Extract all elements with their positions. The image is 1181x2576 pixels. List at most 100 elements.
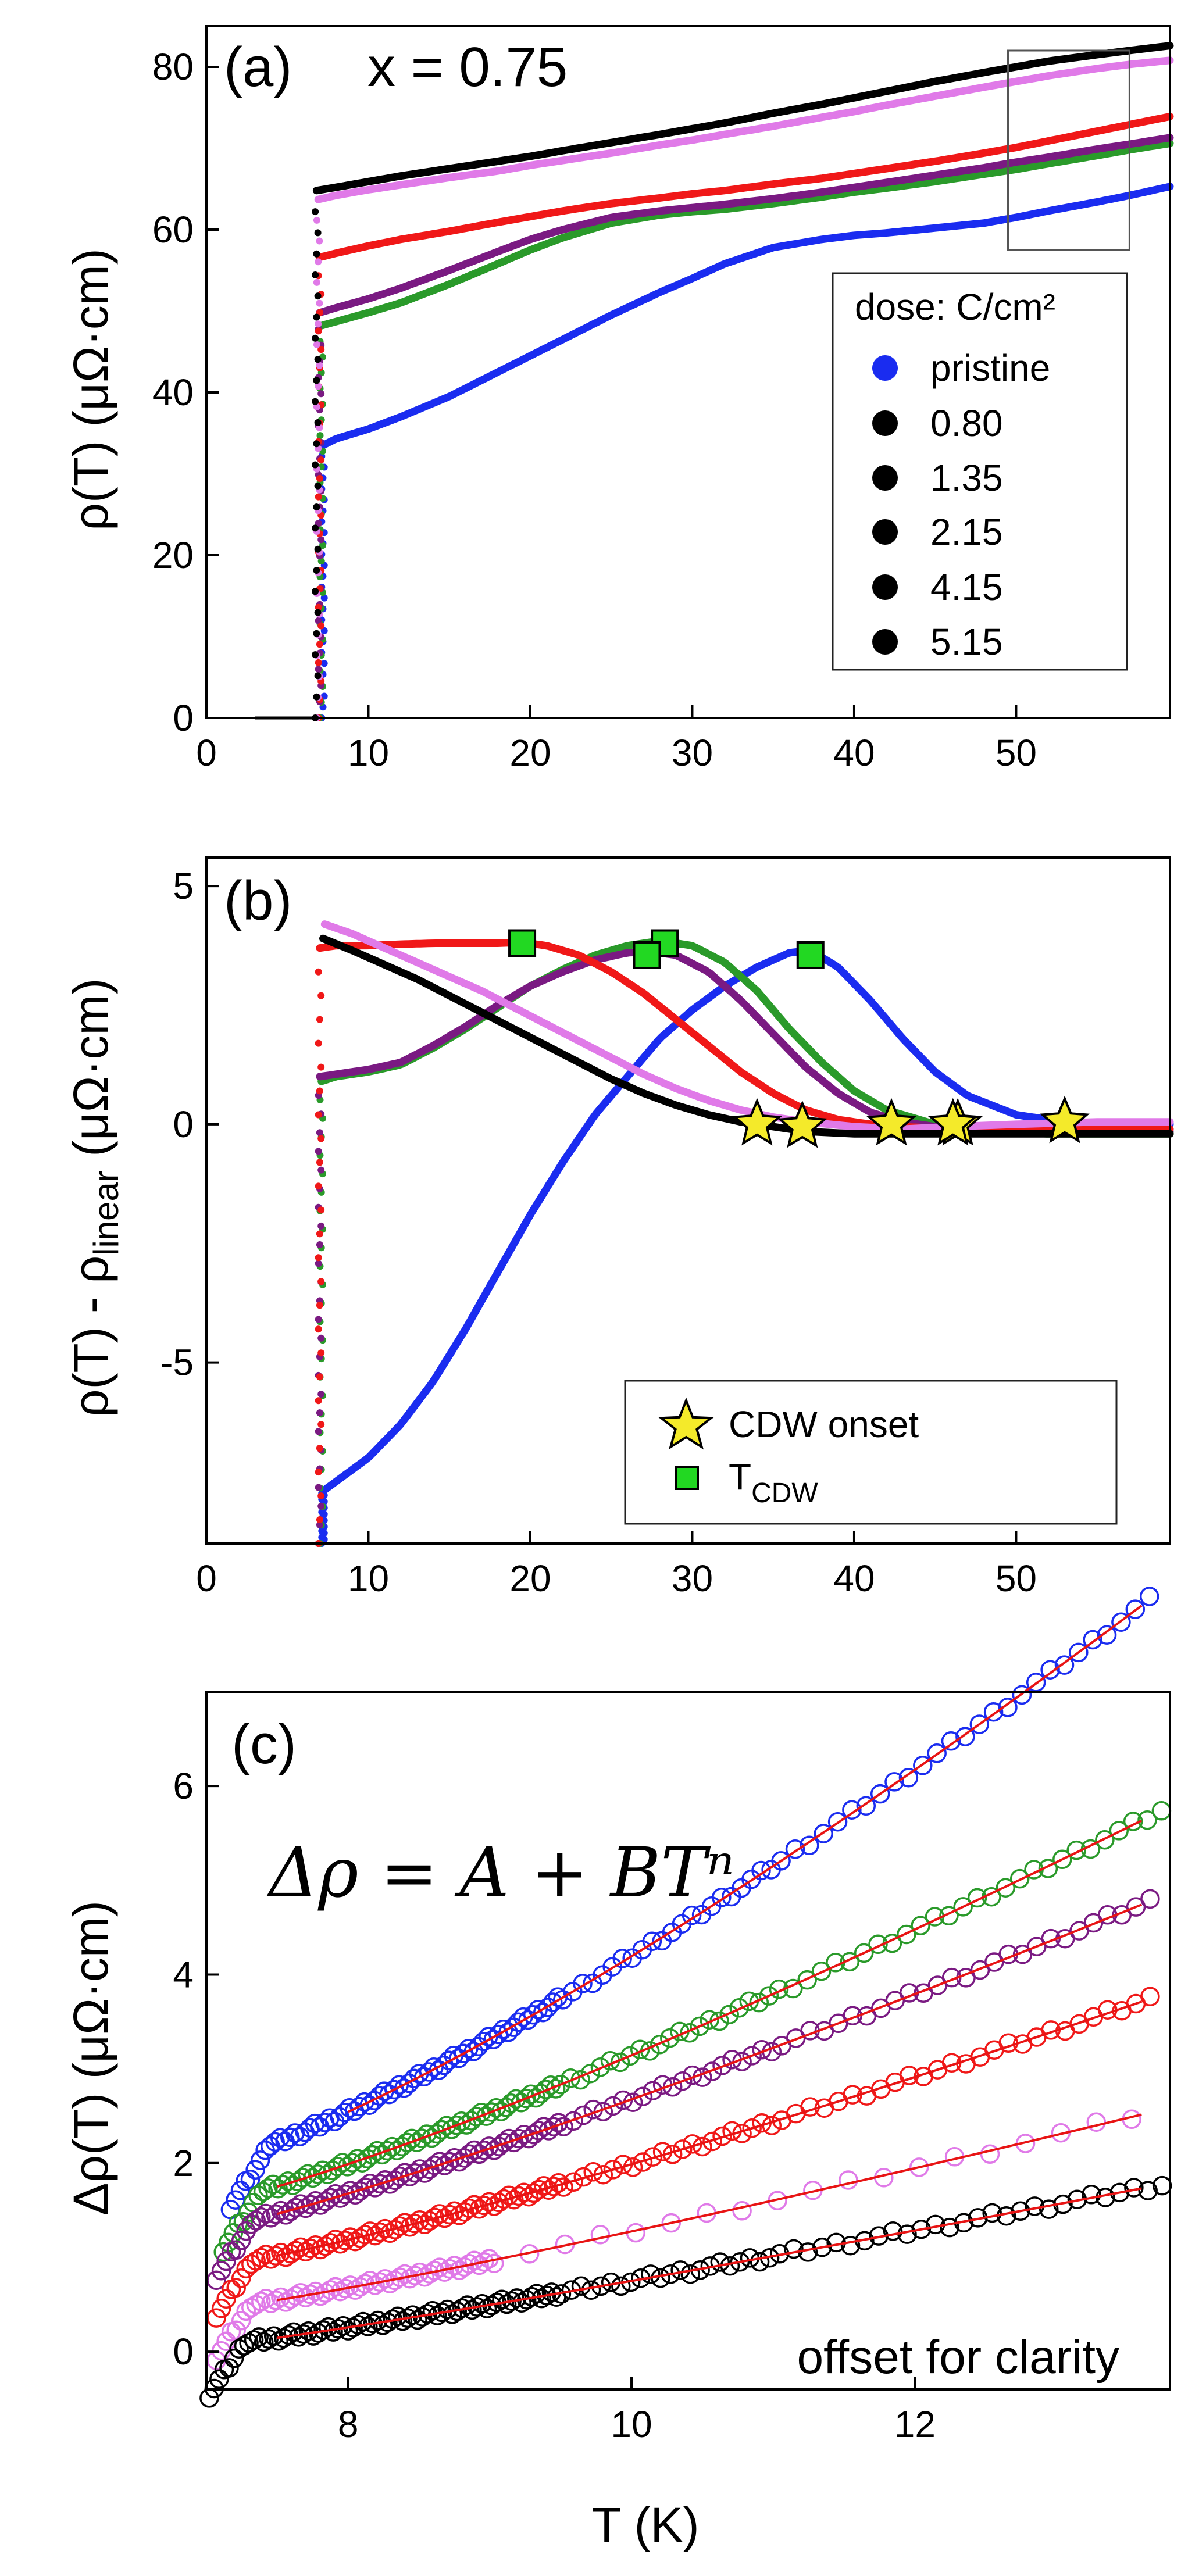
data-point [571,2276,591,2296]
data-point [771,1851,791,1871]
data-point [459,2144,479,2164]
data-point [229,2339,249,2359]
panel-a-ticks: 0 10 20 30 40 50 0 20 40 60 80 [152,46,1037,774]
transition-dot [314,419,322,426]
data-point [856,1796,876,1816]
data-point [463,2042,484,2061]
data-point [373,2316,393,2335]
transition-dot [316,1073,323,1080]
data-point [710,2252,730,2272]
data-point [233,2211,254,2232]
fit-line-0.80 [277,1819,1143,2188]
transition-dot [315,1428,322,1435]
data-point [449,2260,469,2280]
transition-dot [314,356,322,363]
legend-label-4.15: 4.15 [930,566,1003,608]
data-point [884,1772,904,1792]
x-tick-label: 10 [348,1557,389,1599]
transition-dot [317,346,325,353]
data-point [939,1906,959,1926]
transition-dot [313,403,320,410]
x-tick-label: 0 [196,1557,217,1599]
data-point [839,2170,858,2190]
panel-c: 8 10 12 0 2 4 6 (c) Δρ = A + BTⁿ offset for cl… [63,1587,1172,2552]
data-point [712,1888,732,1907]
data-point [630,2039,650,2060]
data-point [464,2250,484,2271]
data-point [1082,2185,1101,2205]
data-point [226,2240,246,2260]
x-tick-label: 12 [894,2403,936,2445]
data-point [230,2181,251,2200]
fit-line-1.35 [277,1903,1143,2216]
cdw-onset-marker [1039,1095,1090,1144]
data-point [408,2310,427,2330]
data-point [206,2308,226,2328]
transition-dot [315,1111,322,1119]
x-tick-label: 50 [996,732,1037,774]
data-point [447,2116,466,2135]
transition-dot [317,992,325,999]
data-point [980,2144,1000,2164]
transition-dot [313,250,320,258]
transition-dot [315,666,322,673]
legend-label-0.80: 0.80 [930,402,1003,444]
data-point [301,2195,320,2214]
panel-a-y-axis-title: ρ(T) (μΩ·cm) [63,248,118,530]
data-point [362,2145,382,2165]
data-point [327,2157,348,2177]
data-point [219,2358,239,2378]
data-point [256,2288,276,2309]
data-point [1097,1625,1117,1645]
data-point [1038,1859,1058,1878]
data-point [883,2221,903,2241]
legend-marker-4.15 [872,574,898,600]
data-point [231,2268,251,2288]
transition-dot [315,1182,322,1190]
transition-dot [312,588,319,595]
data-point [249,2327,269,2347]
transition-dot [315,383,322,390]
data-point [1039,2199,1059,2219]
data-point [870,1784,890,1804]
transition-dot [317,1492,325,1500]
data-point [294,2324,313,2344]
series-2.15 [315,938,1174,1547]
data-point [261,2293,281,2313]
data-point [258,2178,278,2198]
transition-dot [315,1484,322,1491]
data-point [253,2182,273,2202]
data-point [268,2178,288,2199]
data-point [953,1897,973,1917]
panel-b-markers [508,929,1090,1148]
transition-dot [312,208,319,216]
data-point [489,2192,509,2213]
x-tick-label: 20 [509,1557,551,1599]
data-point [251,2207,271,2227]
data-point [311,2239,330,2260]
data-point [256,2203,276,2224]
data-point [759,1986,779,2006]
data-point [742,2118,762,2138]
data-point [251,2248,271,2268]
transition-dot [316,1409,323,1417]
panel-b-y-axis-main: ρ(T) - ρ [63,1256,118,1417]
data-point [259,2329,279,2349]
zoom-region-box [1007,49,1130,251]
data-point [291,2237,311,2257]
transition-dot [314,672,322,680]
transition-dot [312,651,319,659]
data-point [397,2132,417,2153]
transition-dot [316,944,323,952]
data-point [216,2289,236,2309]
data-point [261,2249,281,2269]
data-point [690,2016,709,2036]
data-point [380,2223,400,2243]
legend-marker-2.15 [872,519,898,545]
data-point [650,2034,670,2055]
data-point [633,2086,653,2106]
data-point [1111,1612,1131,1632]
data-point [544,2117,563,2136]
fit-formula: Δρ = A + BTⁿ [266,1832,734,1913]
data-point [324,2111,345,2131]
